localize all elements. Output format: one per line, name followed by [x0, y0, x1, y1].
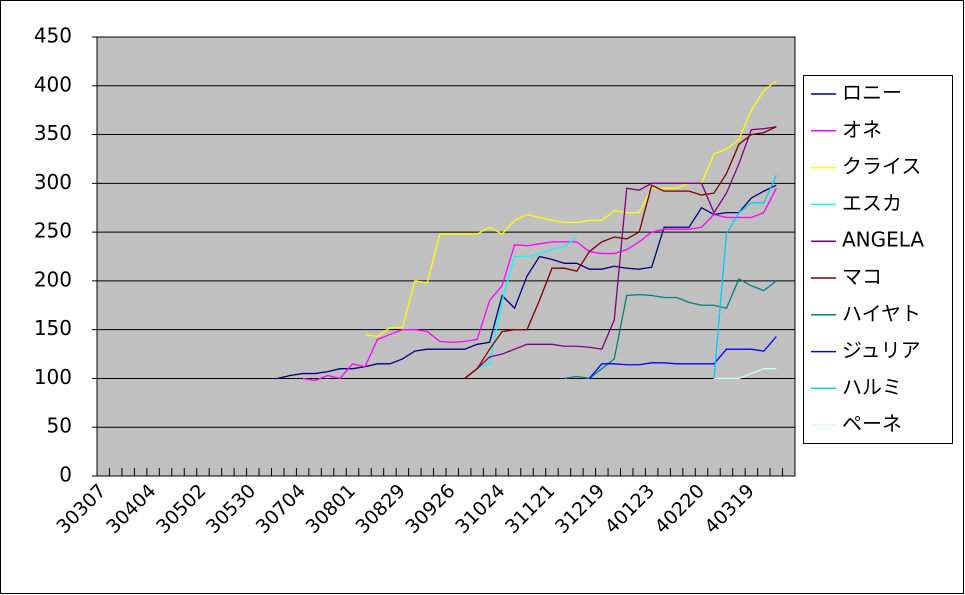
legend-label: マコ — [842, 265, 882, 289]
legend-box — [803, 75, 953, 444]
y-tick-label: 200 — [34, 267, 72, 291]
legend-label: ペーネ — [842, 412, 902, 436]
y-tick-label: 450 — [34, 24, 72, 48]
series-line — [588, 336, 777, 379]
legend-label: ロニー — [842, 81, 902, 105]
legend-label: オネ — [842, 117, 882, 141]
legend-label: エスカ — [842, 191, 902, 215]
plot-area — [97, 37, 795, 476]
series-line — [464, 126, 777, 379]
legend-label: クライス — [842, 154, 921, 178]
y-tick-label: 350 — [34, 121, 72, 145]
y-tick-label: 400 — [34, 72, 72, 96]
series-line — [302, 187, 777, 382]
series-line — [277, 184, 777, 380]
series-line — [464, 126, 777, 379]
legend-label: ハイヤト — [842, 301, 921, 325]
y-tick-label: 0 — [59, 463, 72, 487]
y-tick-label: 150 — [34, 316, 72, 340]
y-tick-label: 250 — [34, 219, 72, 243]
series-line — [364, 80, 777, 338]
y-tick-label: 50 — [47, 414, 72, 438]
legend-label: ANGELA — [842, 228, 924, 252]
legend-label: ハルミ — [842, 375, 902, 399]
y-tick-label: 300 — [34, 170, 72, 194]
y-tick-label: 100 — [34, 365, 72, 389]
legend-label: ジュリア — [842, 338, 921, 362]
series-line — [564, 278, 777, 380]
series-line — [713, 368, 777, 380]
lines — [277, 80, 777, 382]
series-line — [713, 175, 777, 379]
